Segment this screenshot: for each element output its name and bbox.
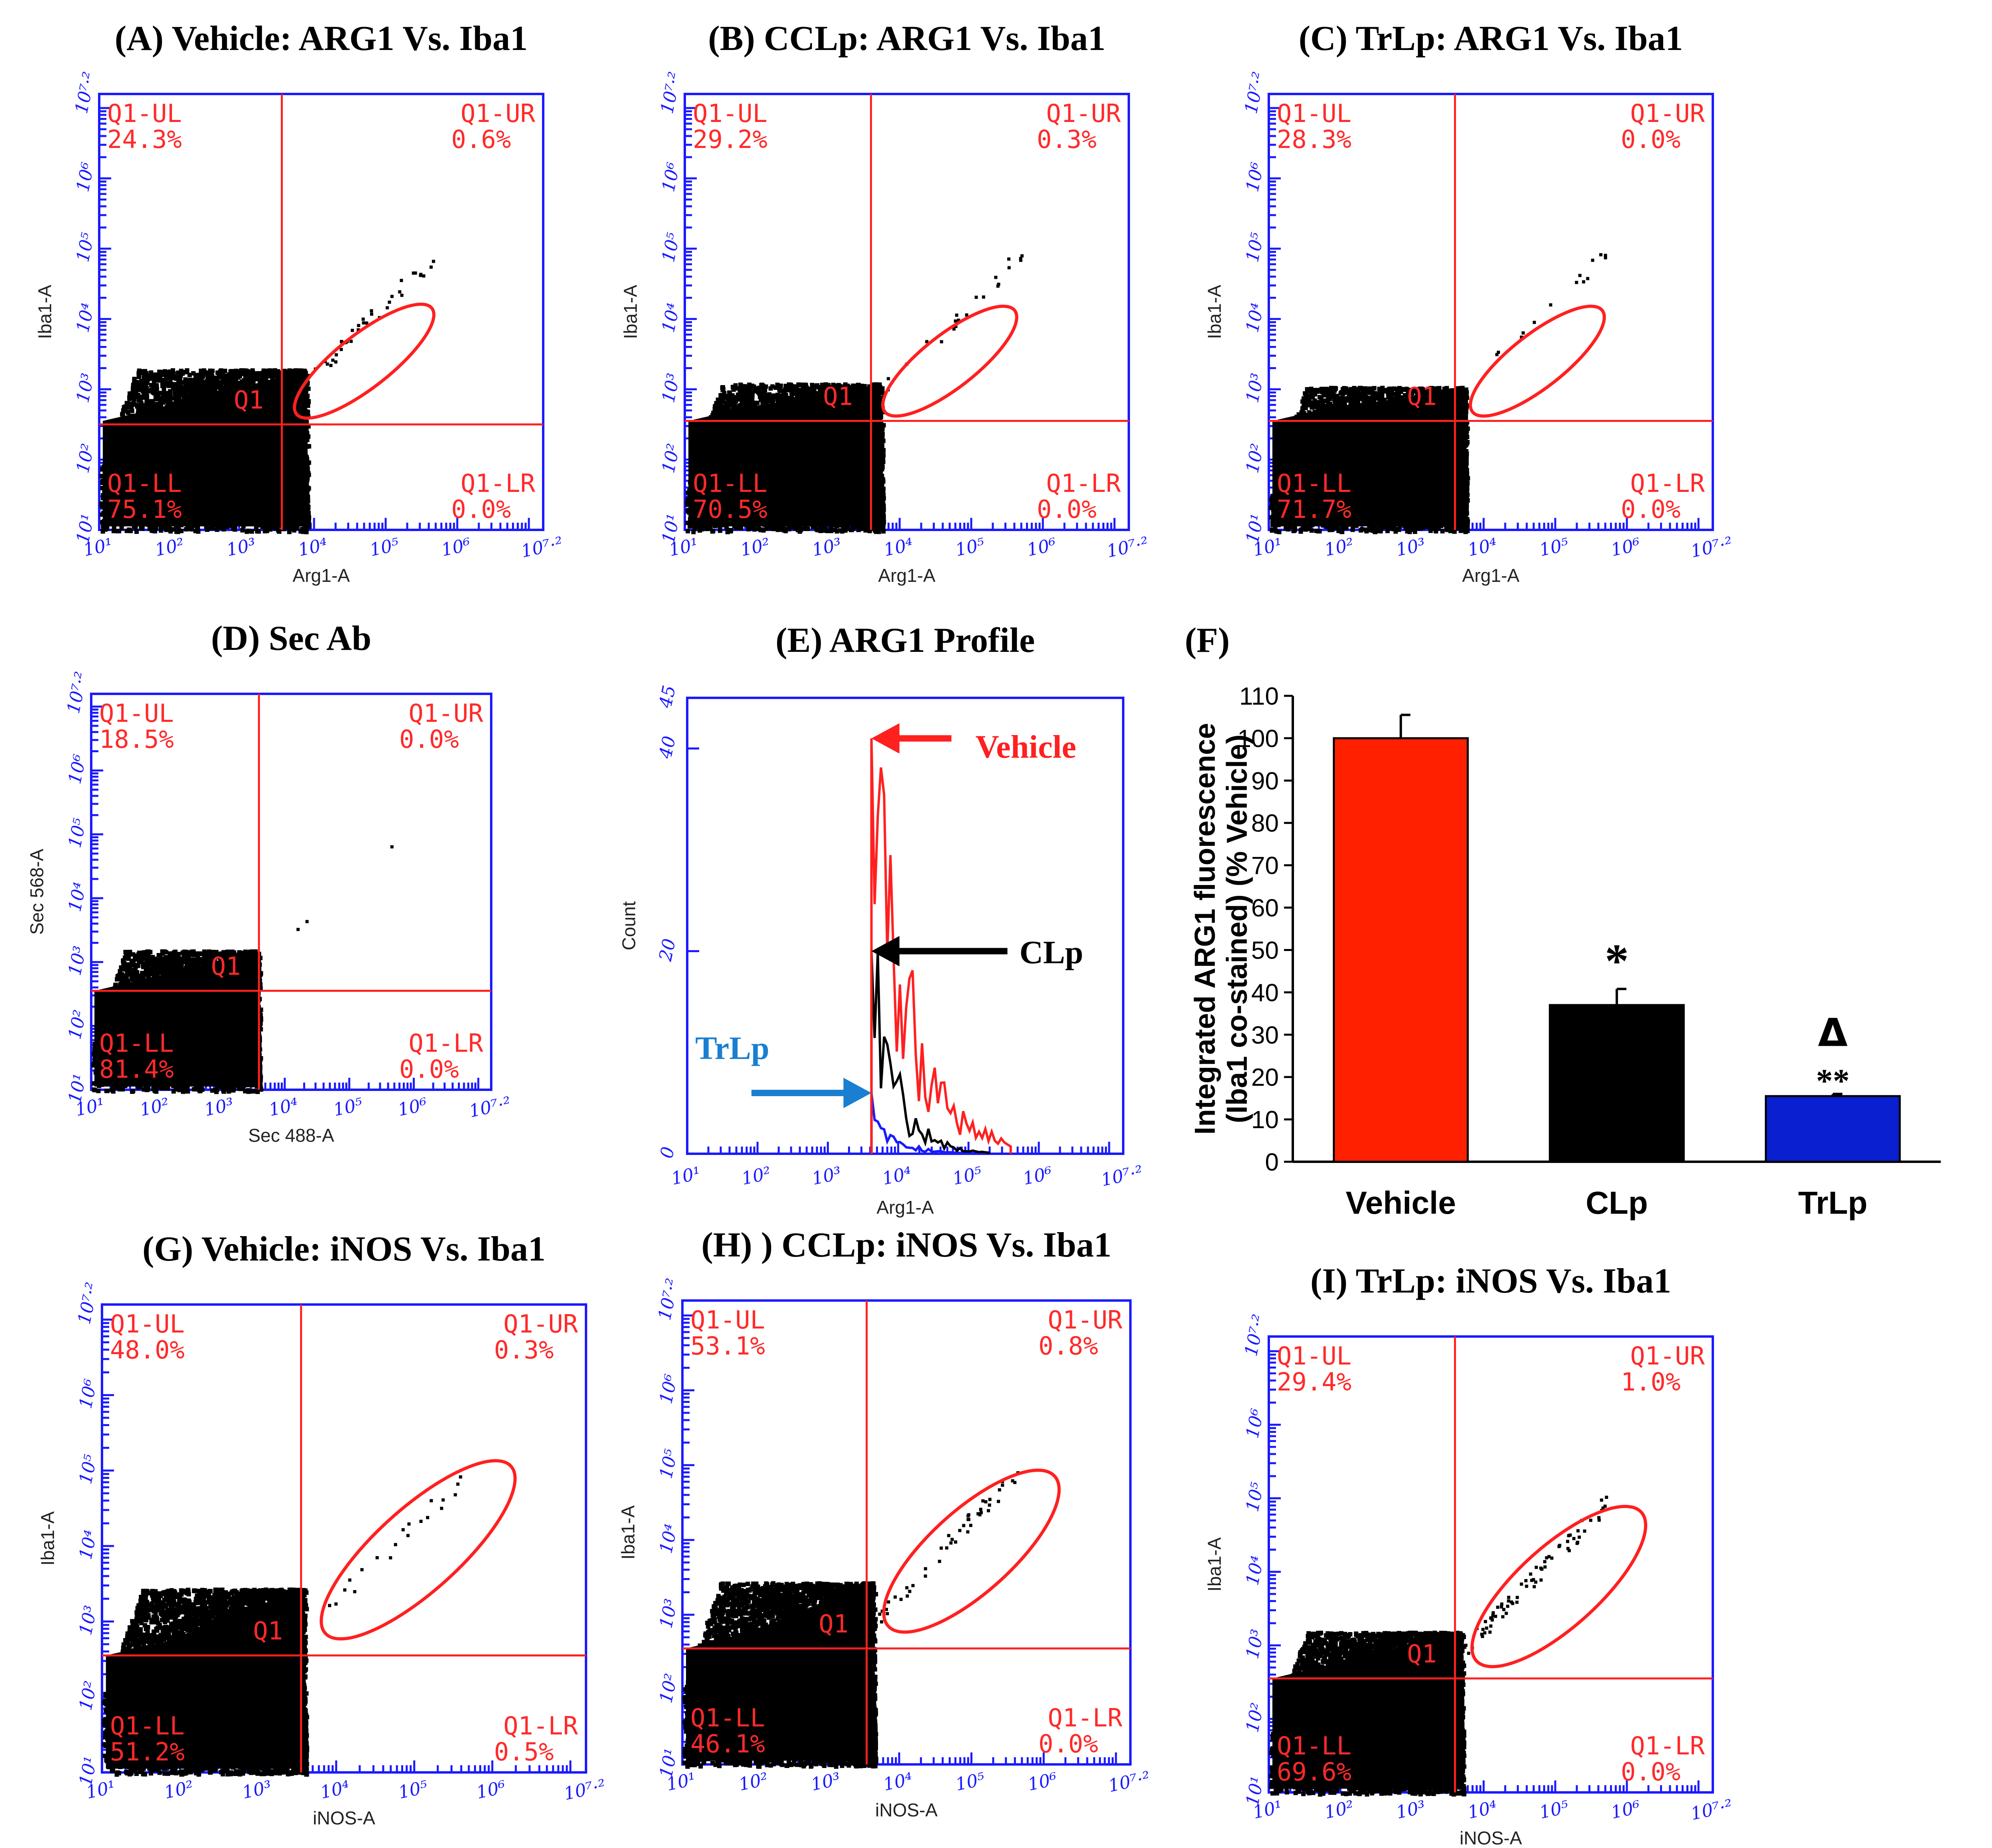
x-tick-label: 10⁷·² xyxy=(519,533,565,562)
x-axis-label: Arg1-A xyxy=(292,565,350,586)
y-tick-label: 10⁶ xyxy=(72,161,98,194)
y-tick-label: 10⁴ xyxy=(72,301,98,334)
y-tick-label: 10³ xyxy=(72,372,98,405)
x-tick-label: 10³ xyxy=(225,534,258,560)
event-dot xyxy=(134,529,139,534)
x-tick-label: 10⁴ xyxy=(296,534,330,560)
y-tick-label: 10² xyxy=(72,442,98,475)
y-axis-label: Iba1-A xyxy=(34,285,55,339)
x-tick-label: 10⁶ xyxy=(440,534,473,560)
x-tick-label: 10² xyxy=(153,534,186,560)
panel-title: (A) Vehicle: ARG1 Vs. Iba1 xyxy=(115,19,528,58)
x-tick-label: 10⁵ xyxy=(368,534,401,560)
y-tick-label: 10⁷·² xyxy=(71,70,100,116)
figure: (A) Vehicle: ARG1 Vs. Iba110¹ 10² 10³ 10⁴ 10… xyxy=(0,0,1992,1848)
y-tick-label: 10⁵ xyxy=(72,231,98,264)
